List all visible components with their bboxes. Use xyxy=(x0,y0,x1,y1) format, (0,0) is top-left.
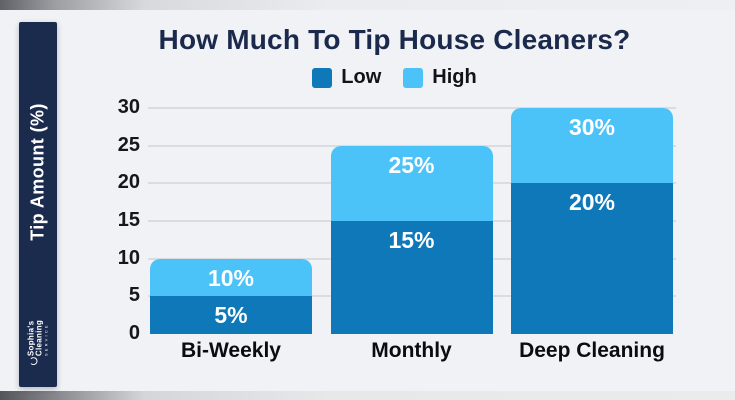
y-tick-5: 5 xyxy=(128,284,140,307)
chart-legend: Low High xyxy=(62,66,727,89)
bottom-edge-strip xyxy=(0,391,735,400)
category-label-deep-cleaning: Deep Cleaning xyxy=(519,339,665,362)
logo-icon xyxy=(29,357,38,366)
plot-area: 10% 5% 25% 15% 30% 20% xyxy=(148,104,676,334)
legend-item-high: High xyxy=(403,66,477,89)
y-tick-10: 10 xyxy=(117,246,140,269)
logo-line: SERVICE xyxy=(43,323,49,357)
legend-swatch-high xyxy=(403,67,424,88)
category-label-monthly: Monthly xyxy=(371,339,452,362)
logo-line: Cleaning xyxy=(34,319,44,357)
y-tick-0: 0 xyxy=(128,322,140,344)
bar-segment-low-bi-weekly: 5% xyxy=(150,296,312,334)
bar-segment-low-deep-cleaning: 20% xyxy=(511,183,673,334)
bar-segment-high-bi-weekly: 10% xyxy=(150,258,312,297)
y-axis-title: Tip Amount (%) xyxy=(27,103,48,241)
top-edge-strip xyxy=(0,0,735,10)
legend-item-low: Low xyxy=(312,66,381,89)
bar-segment-high-monthly: 25% xyxy=(330,145,493,221)
chart-title: How Much To Tip House Cleaners? xyxy=(158,24,631,55)
y-tick-20: 20 xyxy=(117,171,140,194)
bar-segment-low-monthly: 15% xyxy=(330,221,493,334)
legend-label-low: Low xyxy=(341,66,382,88)
y-axis-sidebar: Tip Amount (%) Sophia's Cleaning SERVICE xyxy=(19,22,57,387)
gridline-30 xyxy=(148,107,676,109)
y-tick-25: 25 xyxy=(117,133,140,156)
bar-segment-high-deep-cleaning: 30% xyxy=(511,108,673,184)
y-tick-30: 30 xyxy=(117,96,140,118)
legend-swatch-low xyxy=(312,67,333,88)
y-tick-15: 15 xyxy=(117,209,140,231)
category-label-bi-weekly: Bi-Weekly xyxy=(181,339,281,362)
brand-logo: Sophia's Cleaning SERVICE xyxy=(27,319,49,366)
legend-label-high: High xyxy=(432,66,477,88)
